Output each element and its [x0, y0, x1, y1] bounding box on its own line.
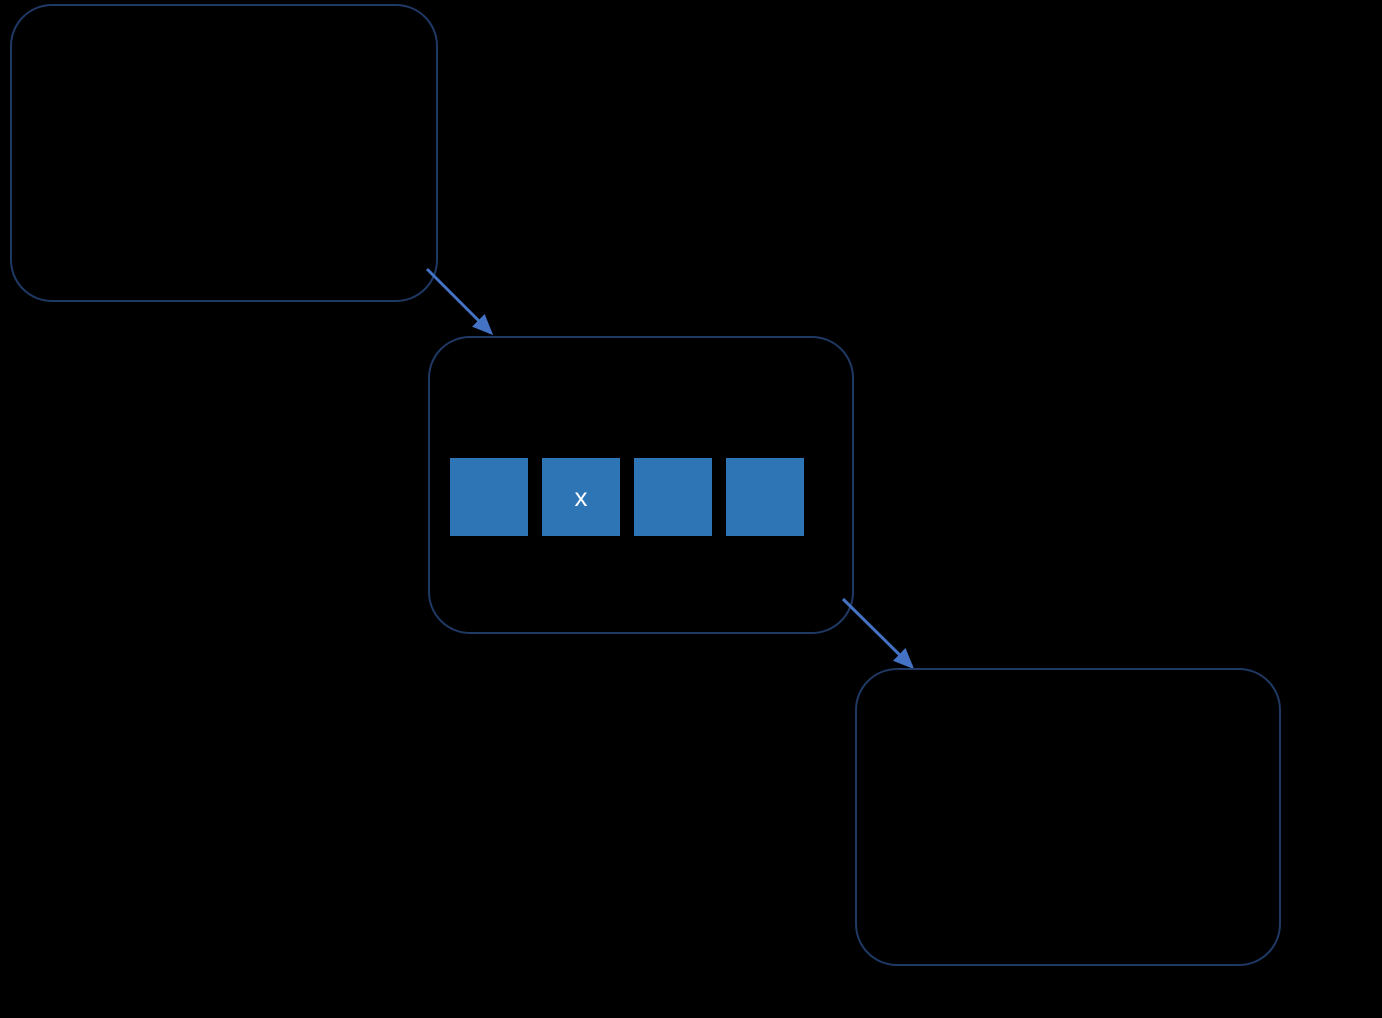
flow-node-3 — [855, 668, 1281, 966]
diagram-canvas: x — [0, 0, 1382, 1018]
